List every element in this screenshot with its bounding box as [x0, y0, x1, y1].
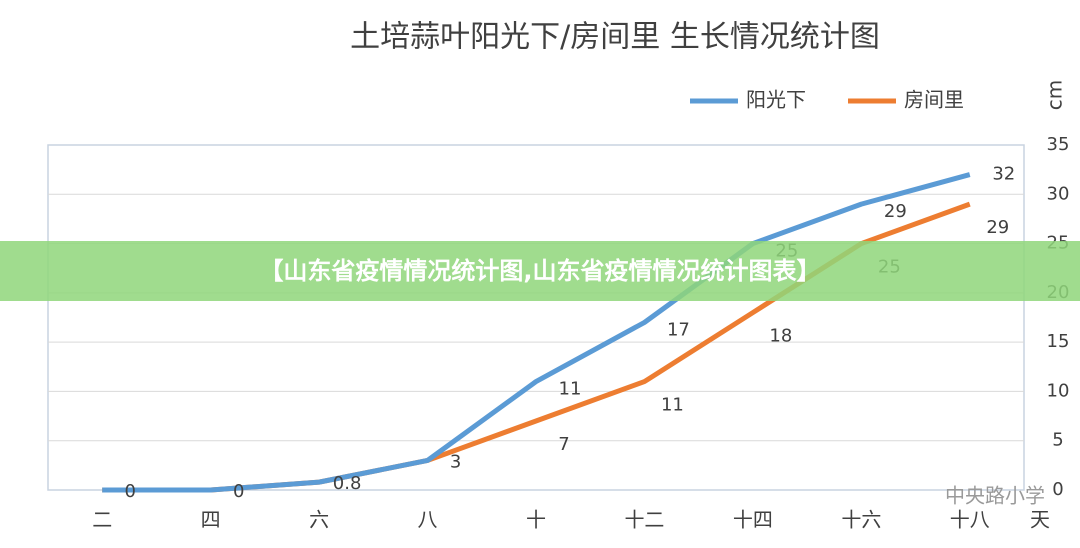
y-tick-label: 5: [1052, 430, 1063, 451]
data-label: 3: [450, 451, 461, 472]
x-tick-label: 六: [309, 508, 329, 532]
legend-label: 阳光下: [746, 88, 806, 112]
data-label: 0.8: [333, 473, 362, 494]
data-label: 29: [884, 201, 907, 222]
x-tick-label: 十: [526, 508, 546, 532]
x-tick-label: 十四: [733, 508, 773, 532]
data-label: 11: [661, 395, 684, 416]
y-tick-label: 35: [1047, 134, 1070, 155]
x-tick-label: 十八: [950, 508, 990, 532]
watermark: 中央路小学: [945, 484, 1045, 508]
data-label: 29: [986, 217, 1009, 238]
legend-label: 房间里: [904, 88, 964, 112]
x-tick-label: 十六: [841, 508, 881, 532]
y-tick-label: 10: [1047, 380, 1070, 401]
x-tick-label: 二: [92, 508, 112, 532]
chart-title: 土培蒜叶阳光下/房间里 生长情况统计图: [350, 20, 880, 55]
x-tick-label: 十二: [624, 508, 664, 532]
y-tick-label: 0: [1052, 479, 1063, 500]
data-label: 7: [558, 434, 569, 455]
data-label: 17: [667, 319, 690, 340]
y-tick-label: 30: [1047, 183, 1070, 204]
banner-band: [0, 241, 1080, 301]
y-tick-label: 15: [1047, 331, 1070, 352]
series-line: [102, 172, 971, 493]
data-label: 32: [992, 164, 1015, 185]
data-label: 0: [124, 481, 135, 502]
data-label: 18: [769, 326, 792, 347]
x-axis-label: 天: [1030, 508, 1050, 532]
data-label: 0: [233, 481, 244, 502]
plot-border: [47, 144, 1025, 491]
x-tick-label: 八: [418, 508, 438, 532]
x-tick-label: 四: [201, 508, 221, 532]
y-axis-label: cm: [1043, 80, 1067, 110]
data-label: 11: [559, 379, 582, 400]
banner-text: 【山东省疫情情况统计图,山东省疫情情况统计图表】: [259, 257, 820, 285]
